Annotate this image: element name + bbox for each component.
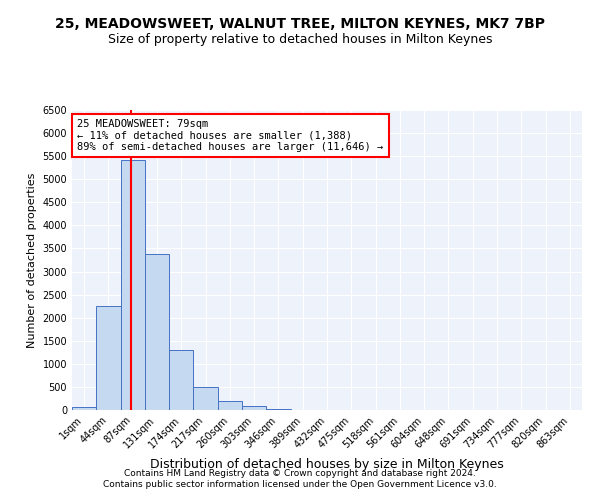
Bar [193, 388, 218, 410]
Bar [145, 254, 169, 410]
Bar [218, 401, 242, 410]
Bar [169, 350, 193, 410]
Text: Contains HM Land Registry data © Crown copyright and database right 2024.: Contains HM Land Registry data © Crown c… [124, 468, 476, 477]
Bar [72, 407, 96, 410]
Bar [266, 409, 290, 410]
Text: 25 MEADOWSWEET: 79sqm
← 11% of detached houses are smaller (1,388)
89% of semi-d: 25 MEADOWSWEET: 79sqm ← 11% of detached … [77, 119, 383, 152]
Text: Size of property relative to detached houses in Milton Keynes: Size of property relative to detached ho… [108, 32, 492, 46]
Bar [121, 160, 145, 410]
X-axis label: Distribution of detached houses by size in Milton Keynes: Distribution of detached houses by size … [150, 458, 504, 471]
Text: 25, MEADOWSWEET, WALNUT TREE, MILTON KEYNES, MK7 7BP: 25, MEADOWSWEET, WALNUT TREE, MILTON KEY… [55, 18, 545, 32]
Text: Contains public sector information licensed under the Open Government Licence v3: Contains public sector information licen… [103, 480, 497, 489]
Y-axis label: Number of detached properties: Number of detached properties [27, 172, 37, 348]
Bar [96, 306, 121, 410]
Bar [242, 406, 266, 410]
